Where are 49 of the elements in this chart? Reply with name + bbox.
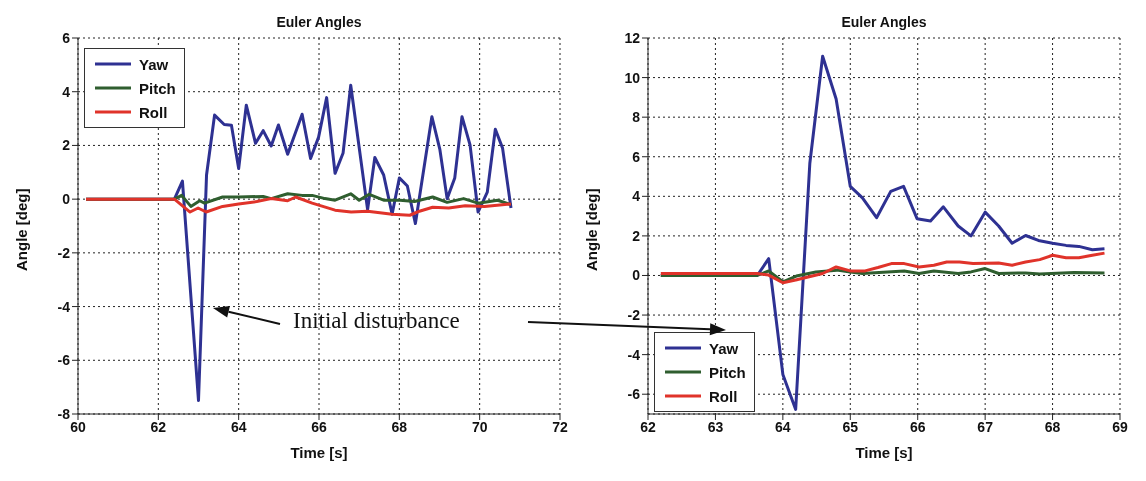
legend-label: Yaw: [709, 339, 739, 357]
x-tick-label: 63: [707, 418, 724, 435]
line-series: [659, 267, 1106, 284]
x-tick-label: 67: [977, 418, 994, 435]
x-tick-label: 66: [909, 418, 926, 435]
x-tick-label: 65: [842, 418, 859, 435]
x-tick-label: 66: [311, 418, 327, 435]
line-series: [659, 251, 1106, 285]
y-axis-title: Angle [deg]: [583, 188, 601, 271]
x-tick-label: 69: [1112, 418, 1128, 435]
y-tick-label: 6: [632, 148, 641, 165]
y-tick-label: 0: [632, 267, 641, 284]
y-tick-label: 4: [632, 188, 641, 205]
y-tick-label: 2: [62, 137, 71, 154]
y-tick-label: 12: [624, 29, 641, 46]
y-tick-label: -4: [627, 346, 641, 363]
legend-label: Roll: [709, 387, 738, 405]
y-axis-title: Angle [deg]: [13, 188, 31, 271]
x-axis-title: Time [s]: [290, 444, 348, 461]
y-tick-label: 6: [62, 29, 71, 46]
x-tick-label: 64: [775, 418, 791, 435]
x-tick-label: 72: [552, 418, 568, 435]
y-tick-label: -4: [57, 298, 71, 315]
legend-label: Pitch: [709, 363, 746, 381]
line-series: [84, 195, 513, 217]
y-tick-label: -2: [627, 307, 641, 324]
x-tick-label: 64: [230, 418, 247, 435]
legend-label: Roll: [139, 103, 168, 121]
legend-label: Pitch: [139, 79, 176, 97]
y-tick-label: 2: [632, 227, 641, 244]
annotation: Initial disturbance: [293, 308, 460, 334]
y-tick-label: 4: [62, 83, 71, 100]
x-tick-label: 68: [391, 418, 408, 435]
x-axis-title: Time [s]: [855, 444, 913, 461]
y-tick-label: 0: [62, 191, 71, 208]
x-tick-label: 62: [640, 418, 656, 435]
x-tick-label: 68: [1044, 418, 1061, 435]
x-tick-label: 70: [471, 418, 488, 435]
y-tick-label: -6: [57, 352, 71, 369]
y-tick-label: 8: [632, 109, 641, 126]
y-tick-label: 10: [624, 69, 641, 86]
chart-title: Euler Angles: [840, 14, 928, 30]
legend-label: Yaw: [139, 55, 169, 73]
y-tick-label: -8: [57, 405, 71, 422]
chart-title: Euler Angles: [275, 14, 363, 30]
x-tick-label: 62: [150, 418, 167, 435]
x-tick-label: 60: [70, 418, 86, 435]
y-tick-label: -6: [627, 386, 641, 403]
y-tick-label: -2: [57, 244, 71, 261]
